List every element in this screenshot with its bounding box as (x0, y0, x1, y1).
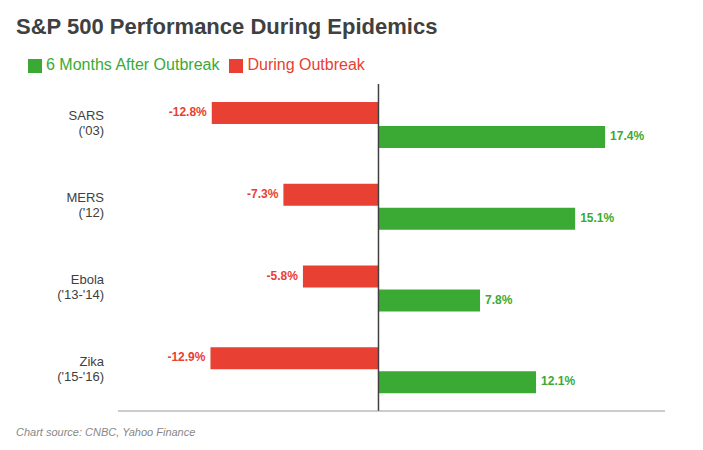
html-text:6 Months After Outbreak: 6 Months After Outbreak (46, 56, 220, 73)
html-text:Chart source: CNBC, Yahoo Fina: Chart source: CNBC, Yahoo Finance (16, 426, 196, 438)
svg-text:-12.8%: -12.8% (169, 105, 207, 119)
svg-text:-5.8%: -5.8% (267, 269, 299, 283)
html-text:S&P 500 Performance During Epi: S&P 500 Performance During Epidemics (16, 14, 438, 39)
svg-text:12.1%: 12.1% (541, 374, 575, 388)
svg-text:SARS('03): SARS('03) (69, 109, 105, 139)
svg-text:MERS('12): MERS('12) (66, 191, 104, 221)
svg-text:7.8%: 7.8% (485, 293, 513, 307)
svg-text:Zika('15-'16): Zika('15-'16) (57, 354, 105, 384)
svg-text:-12.9%: -12.9% (167, 350, 205, 364)
html-text:During Outbreak: During Outbreak (247, 56, 365, 73)
svg-text:-7.3%: -7.3% (247, 187, 279, 201)
svg-text:17.4%: 17.4% (610, 129, 644, 143)
svg-text:15.1%: 15.1% (580, 211, 614, 225)
svg-text:Ebola('13-'14): Ebola('13-'14) (57, 272, 105, 302)
